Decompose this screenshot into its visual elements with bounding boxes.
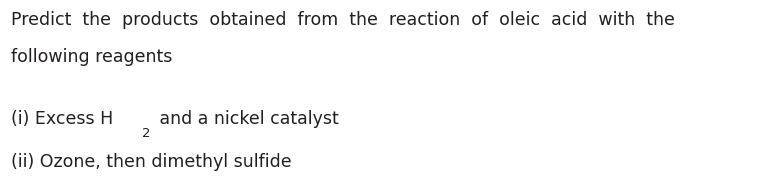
- Text: 2: 2: [142, 127, 151, 140]
- Text: and a nickel catalyst: and a nickel catalyst: [154, 110, 338, 128]
- Text: (ii) Ozone, then dimethyl sulfide: (ii) Ozone, then dimethyl sulfide: [11, 153, 291, 171]
- Text: Predict  the  products  obtained  from  the  reaction  of  oleic  acid  with  th: Predict the products obtained from the r…: [11, 11, 674, 29]
- Text: following reagents: following reagents: [11, 48, 172, 66]
- Text: (i) Excess H: (i) Excess H: [11, 110, 113, 128]
